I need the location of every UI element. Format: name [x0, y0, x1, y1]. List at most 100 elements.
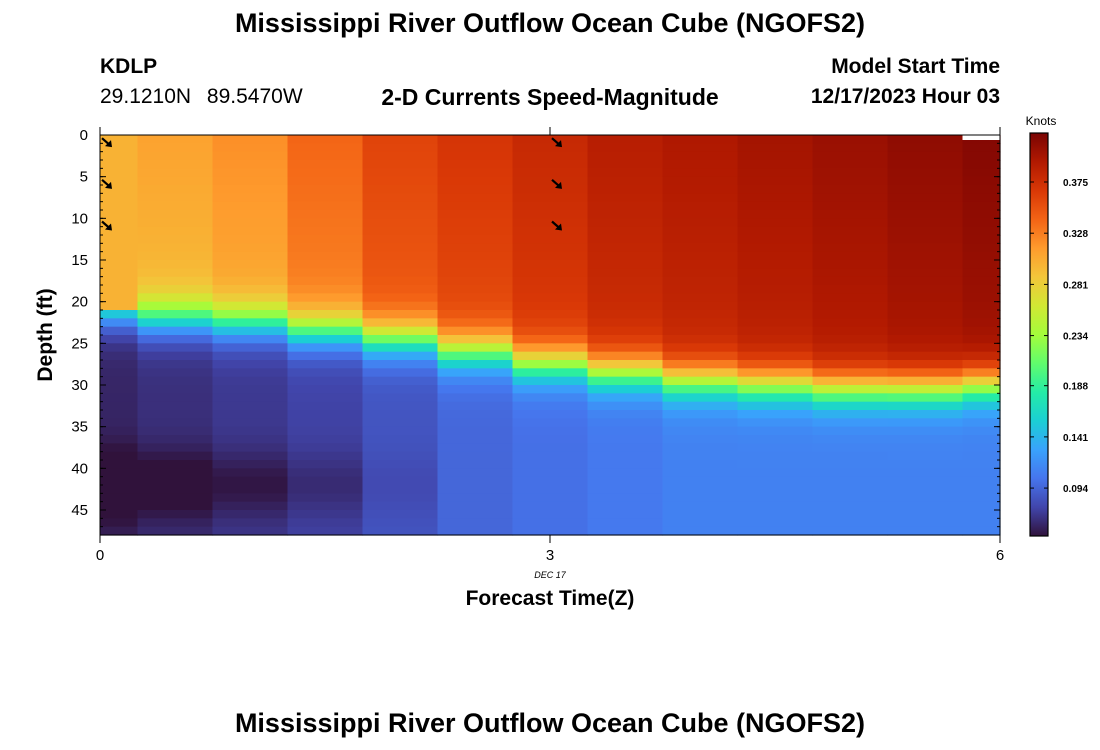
heatmap-cell [100, 293, 139, 303]
heatmap-cell [737, 335, 814, 344]
heatmap-cell [737, 393, 814, 403]
heatmap-cell [512, 343, 589, 353]
heatmap-cell [962, 293, 1001, 303]
heatmap-cell [812, 268, 889, 278]
heatmap-cell [887, 210, 964, 219]
heatmap-cell [212, 226, 289, 236]
heatmap-cell [662, 451, 739, 461]
heatmap-cell [587, 401, 664, 411]
heatmap-cell [662, 485, 739, 494]
heatmap-cell [737, 251, 814, 261]
heatmap-cell [437, 518, 514, 528]
heatmap-cell [737, 451, 814, 461]
heatmap-cell [662, 476, 739, 486]
heatmap-cell [812, 151, 889, 161]
heatmap-cell [887, 151, 964, 161]
heatmap-cell [212, 368, 289, 378]
heatmap-cell [737, 435, 814, 444]
heatmap-cell [212, 476, 289, 486]
heatmap-cell [287, 235, 364, 244]
heatmap-cell [587, 243, 664, 253]
heatmap-cell [437, 143, 514, 153]
heatmap-cell [287, 285, 364, 294]
heatmap-cell [662, 268, 739, 278]
heatmap-cell [287, 468, 364, 478]
heatmap-cell [662, 276, 739, 286]
heatmap-cell [962, 185, 1001, 194]
heatmap-cell [100, 351, 139, 361]
heatmap-cell [212, 435, 289, 444]
heatmap-cell [212, 460, 289, 469]
heatmap-cell [212, 151, 289, 161]
heatmap-cell [212, 135, 289, 144]
colorbar [1029, 132, 1049, 537]
heatmap-cell [437, 235, 514, 244]
heatmap-cell [587, 418, 664, 428]
heatmap-cell [287, 201, 364, 211]
heatmap-cell [362, 393, 439, 403]
heatmap-cell [812, 493, 889, 503]
heatmap-cell [512, 460, 589, 469]
y-tick-label: 15 [71, 252, 88, 269]
heatmap-cell [662, 301, 739, 311]
heatmap-cell [887, 410, 964, 419]
heatmap-cell [887, 201, 964, 211]
heatmap-cell [812, 218, 889, 228]
heatmap-cell [212, 393, 289, 403]
heatmap-cell [362, 168, 439, 178]
heatmap-cell [512, 285, 589, 294]
heatmap-cell [362, 443, 439, 453]
heatmap-cell [137, 226, 214, 236]
heatmap-cell [962, 168, 1001, 178]
heatmap-cells [100, 135, 1001, 536]
heatmap-cell [737, 276, 814, 286]
heatmap-cell [512, 301, 589, 311]
heatmap-cell [812, 518, 889, 528]
heatmap-cell [437, 526, 514, 536]
heatmap-cell [362, 460, 439, 469]
heatmap-cell [212, 301, 289, 311]
heatmap-cell [737, 210, 814, 219]
heatmap-cell [587, 226, 664, 236]
heatmap-cell [100, 476, 139, 486]
vector-head [555, 223, 562, 231]
heatmap-cell [737, 176, 814, 186]
heatmap-cell [362, 260, 439, 269]
heatmap-cell [737, 193, 814, 203]
heatmap-cell [137, 143, 214, 153]
heatmap-cell [100, 285, 139, 294]
heatmap-cell [212, 168, 289, 178]
heatmap-cell [437, 393, 514, 403]
heatmap-cell [362, 193, 439, 203]
heatmap-cell [662, 518, 739, 528]
heatmap-cell [137, 243, 214, 253]
heatmap-cell [437, 410, 514, 419]
heatmap-cell [437, 201, 514, 211]
heatmap-cell [512, 310, 589, 319]
heatmap-cell [287, 293, 364, 303]
heatmap-cell [137, 176, 214, 186]
heatmap-cell [287, 218, 364, 228]
heatmap-cell [100, 243, 139, 253]
heatmap-cell [437, 343, 514, 353]
heatmap-cell [437, 460, 514, 469]
heatmap-cell [962, 418, 1001, 428]
heatmap-cell [137, 310, 214, 319]
heatmap-cell [662, 293, 739, 303]
heatmap-cell [887, 276, 964, 286]
heatmap-cell [100, 176, 139, 186]
heatmap-cell [100, 218, 139, 228]
heatmap-cell [287, 193, 364, 203]
colorbar-tick-label: 0.188 [1063, 382, 1088, 393]
heatmap-cell [362, 501, 439, 511]
heatmap-cell [212, 526, 289, 536]
heatmap-cell [362, 143, 439, 153]
heatmap-cell [362, 151, 439, 161]
heatmap-cell [362, 218, 439, 228]
heatmap-cell [437, 335, 514, 344]
heatmap-cell [887, 435, 964, 444]
heatmap-cell [512, 226, 589, 236]
heatmap-cell [512, 235, 589, 244]
y-tick-label: 5 [80, 169, 88, 186]
